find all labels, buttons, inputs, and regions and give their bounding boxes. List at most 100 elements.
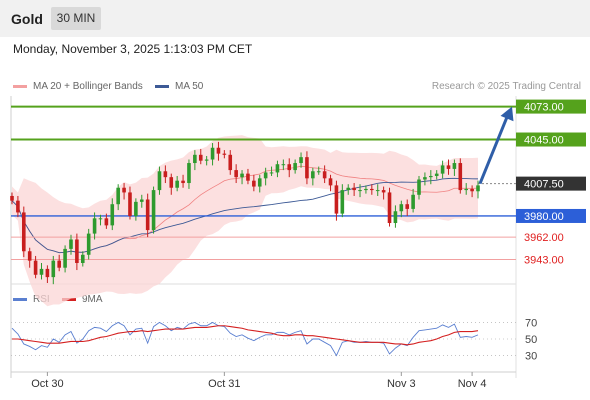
rsi-line	[11, 321, 479, 357]
candle-body	[470, 188, 474, 192]
candle-body	[181, 180, 185, 184]
chart-header: Gold 30 MIN	[0, 0, 590, 37]
candle-body	[98, 218, 103, 220]
candle-body	[157, 171, 162, 191]
legend-bollinger-label: MA 20 + Bollinger Bands	[33, 81, 143, 92]
candle-body	[434, 173, 439, 176]
level-label-box	[516, 99, 586, 114]
candle-body	[311, 171, 315, 179]
legend-ma50-label: MA 50	[175, 81, 204, 92]
candle-body	[464, 188, 469, 191]
projection-arrow-head	[500, 106, 514, 122]
candle-body	[51, 260, 56, 278]
candle-body	[257, 178, 262, 187]
candle-body	[252, 180, 256, 187]
candle-body	[63, 248, 67, 268]
level-label-box	[516, 208, 586, 223]
legend-ma50: MA 50	[155, 81, 203, 92]
candle-body	[340, 190, 345, 214]
level-label: 3943.00	[524, 254, 564, 266]
candle-body	[334, 185, 339, 214]
candle-body	[128, 192, 132, 216]
candle-body	[293, 163, 297, 171]
candle-body	[287, 164, 292, 171]
level-label: 3980.00	[524, 211, 564, 223]
candle-body	[187, 163, 191, 184]
candle-body	[175, 180, 179, 188]
x-tick-label: Oct 30	[31, 378, 63, 390]
bollinger-band-fill	[12, 135, 478, 307]
candle-body	[476, 185, 480, 192]
candle-body	[429, 175, 433, 178]
candle-body	[169, 177, 174, 188]
candle-body	[387, 192, 392, 224]
candle-body	[328, 178, 333, 186]
candle-body	[381, 190, 386, 193]
candle-body	[122, 187, 126, 193]
ma50-swatch	[155, 85, 169, 88]
level-label-box	[516, 176, 586, 191]
candle-body	[80, 254, 85, 264]
candle-body	[275, 164, 280, 173]
candle-body	[27, 251, 32, 261]
legend-rsi-ma-label: 9MA	[82, 294, 103, 305]
candle-body	[346, 187, 351, 191]
timeframe-badge[interactable]: 30 MIN	[51, 7, 101, 30]
candle-body	[316, 171, 321, 173]
candle-body	[216, 147, 221, 154]
candle-body	[163, 171, 168, 178]
candle-body	[305, 157, 309, 179]
candle-body	[411, 194, 415, 209]
rsi-tick-label: 50	[525, 334, 537, 346]
candle-body	[139, 199, 144, 202]
candle-body	[45, 268, 50, 278]
candle-body	[116, 187, 120, 205]
candle-body	[440, 165, 445, 174]
candle-body	[92, 218, 97, 234]
candle-body	[69, 239, 73, 249]
candle-body	[405, 204, 410, 209]
candle-body	[210, 147, 215, 160]
candle-body	[21, 212, 26, 252]
candle-body	[375, 190, 380, 192]
instrument-title: Gold	[11, 11, 43, 27]
candle-body	[370, 188, 374, 191]
candle-body	[393, 211, 398, 224]
rsi-swatch	[13, 298, 27, 301]
level-label-box	[516, 132, 586, 147]
candle-body	[39, 268, 44, 275]
candle-body	[358, 190, 362, 192]
level-label: 4073.00	[524, 102, 564, 114]
bollinger-swatch	[13, 85, 27, 88]
candle-body	[228, 154, 233, 171]
x-tick-label: Oct 31	[208, 378, 240, 390]
research-credit: Research © 2025 Trading Central	[431, 81, 581, 92]
rsi-tick-label: 70	[525, 317, 537, 329]
candle-body	[222, 153, 227, 155]
chart-datetime: Monday, November 3, 2025 1:13:03 PM CET	[13, 42, 253, 56]
candle-body	[352, 187, 356, 191]
candle-body	[246, 173, 250, 181]
candle-body	[452, 163, 457, 169]
projection-arrow-shaft	[478, 114, 510, 185]
candle-body	[33, 260, 38, 275]
candle-body	[10, 195, 14, 201]
level-label: 4007.50	[524, 179, 564, 191]
x-tick-label: Nov 4	[458, 378, 487, 390]
level-label: 4045.00	[524, 135, 564, 147]
candle-body	[240, 173, 244, 178]
candle-body	[134, 201, 138, 216]
candle-body	[145, 199, 150, 231]
rsi-ma-line	[12, 325, 479, 346]
legend-bollinger: MA 20 + Bollinger Bands	[13, 81, 143, 92]
candle-body	[16, 200, 20, 213]
candle-body	[417, 179, 421, 195]
candle-body	[263, 172, 268, 179]
candle-body	[110, 204, 115, 226]
candle-body	[364, 188, 368, 191]
rsi-tick-label: 30	[525, 351, 537, 363]
candle-body	[446, 165, 451, 169]
candle-body	[234, 170, 238, 178]
candle-body	[198, 154, 203, 161]
